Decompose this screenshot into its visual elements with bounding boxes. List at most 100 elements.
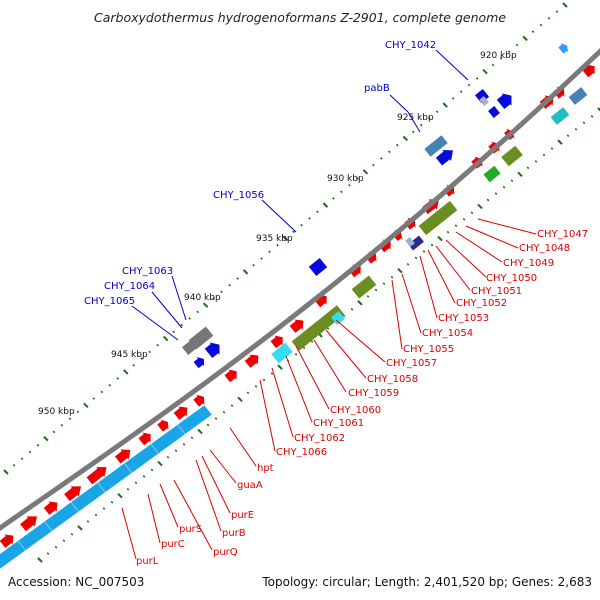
gene-label-chy1052[interactable]: CHY_1052 — [456, 298, 507, 309]
inner-tick — [356, 177, 359, 180]
reverse-gene-arrow[interactable] — [204, 342, 220, 359]
gene-label-purq[interactable]: purC — [161, 539, 185, 550]
inner-tick — [68, 417, 72, 420]
forward-gene-arrow[interactable] — [86, 467, 107, 485]
rrna-operon-band[interactable] — [0, 405, 212, 569]
inner-tick — [435, 110, 439, 114]
inner-tick — [60, 423, 64, 427]
gene-label-chy1053[interactable]: CHY_1053 — [438, 313, 489, 324]
gene-block-cyan[interactable] — [271, 342, 293, 364]
gene-label-chy1057[interactable]: CHY_1057 — [386, 358, 437, 369]
forward-gene-arrow[interactable] — [244, 354, 259, 368]
gene-block-olive[interactable] — [291, 305, 345, 351]
forward-gene-arrow[interactable] — [289, 319, 304, 333]
inner-tick — [292, 230, 295, 234]
gene-label-chy1054[interactable]: CHY_1054 — [422, 328, 473, 339]
genome-backbone — [0, 47, 600, 532]
gene-label-chy1060[interactable]: CHY_1060 — [330, 405, 381, 416]
reverse-gene-steelblue[interactable] — [424, 135, 448, 157]
gene-block-gray[interactable] — [405, 237, 415, 247]
map-title: Carboxydothermus hydrogenoformans Z-2901… — [94, 10, 506, 25]
inner-tick — [475, 77, 479, 80]
reverse-gene-arrow[interactable] — [558, 43, 569, 54]
outer-tick — [70, 532, 74, 536]
outer-tick — [382, 282, 386, 285]
gene-label-chy1050[interactable]: CHY_1050 — [486, 273, 537, 284]
gene-label-chy1055[interactable]: CHY_1055 — [403, 344, 454, 355]
outer-tick — [574, 127, 578, 131]
outer-tick — [357, 300, 363, 306]
gene-label-guaa[interactable]: guaA — [237, 480, 263, 491]
gene-label-chy1064[interactable]: CHY_1064 — [104, 281, 155, 292]
forward-gene-arrow[interactable] — [173, 406, 188, 420]
forward-gene-arrow[interactable] — [193, 394, 205, 407]
gene-label-chy1065[interactable]: CHY_1065 — [84, 296, 135, 307]
forward-gene-arrow[interactable] — [20, 516, 38, 532]
reverse-gene-arrow[interactable] — [435, 149, 454, 166]
outer-tick — [397, 268, 403, 274]
forward-gene-arrow[interactable] — [582, 64, 595, 78]
gene-label-chy1048[interactable]: CHY_1048 — [519, 243, 570, 254]
gene-label-chy1051[interactable]: CHY_1051 — [471, 286, 522, 297]
reverse-gene-gray[interactable] — [181, 340, 197, 356]
gene-label-chy1058[interactable]: CHY_1058 — [367, 374, 418, 385]
gene-block-olive[interactable] — [501, 145, 523, 167]
forward-gene-arrow[interactable] — [43, 501, 58, 515]
inner-tick — [539, 23, 543, 27]
inner-tick — [427, 117, 431, 120]
gene-block-olive[interactable] — [418, 200, 458, 236]
forward-gene-arrow[interactable] — [157, 419, 169, 432]
forward-gene-arrow[interactable] — [138, 432, 151, 446]
inner-tick — [43, 435, 49, 442]
gene-block-cyan[interactable] — [330, 310, 346, 326]
band-divider — [150, 443, 159, 454]
gene-label-chy1063[interactable]: CHY_1063 — [122, 266, 173, 277]
gene-label-purc[interactable]: purQ — [213, 547, 238, 558]
forward-gene-labels: CHY_1047 CHY_1048 CHY_1049 CHY_1050 CHY_… — [136, 229, 588, 567]
gene-block-dark[interactable] — [408, 235, 424, 251]
gene-label-chy1059[interactable]: CHY_1059 — [348, 388, 399, 399]
gene-label-chy1066[interactable]: CHY_1066 — [276, 447, 327, 458]
gene-label-pure[interactable]: purE — [231, 510, 254, 521]
gene-label-purs[interactable]: purS — [179, 524, 202, 535]
gene-block-olive[interactable] — [351, 275, 377, 299]
outer-tick — [150, 468, 154, 472]
gene-block-green[interactable] — [483, 165, 501, 183]
gene-block-steelblue[interactable] — [568, 87, 588, 105]
outer-tick — [550, 147, 554, 150]
gene-label-chy1056[interactable]: CHY_1056 — [213, 190, 264, 201]
reverse-gene[interactable] — [488, 105, 500, 119]
forward-gene-arrow[interactable] — [114, 449, 131, 464]
outer-tick — [190, 436, 194, 440]
forward-gene-arrow[interactable] — [270, 335, 283, 349]
forward-gene-arrow[interactable] — [224, 369, 237, 383]
gene-label-hpt[interactable]: hpt — [257, 463, 274, 474]
kbp-label-940: 940 kbp — [184, 293, 221, 303]
gene-label-chy1062[interactable]: CHY_1062 — [294, 433, 345, 444]
forward-gene-arrow[interactable] — [0, 534, 14, 548]
reverse-gene-gray[interactable] — [188, 326, 214, 350]
gene-block-teal[interactable] — [550, 107, 570, 125]
kbp-labels: 920 kbp 925 kbp 930 kbp 935 kbp 940 kbp … — [38, 51, 517, 417]
reverse-gene[interactable] — [308, 257, 328, 277]
leader-line — [465, 225, 519, 249]
reverse-gene-arrow[interactable] — [496, 93, 512, 110]
inner-tick — [522, 35, 528, 42]
forward-gene-arrow[interactable] — [314, 294, 327, 308]
inner-tick — [180, 323, 184, 327]
gene-label-chy1061[interactable]: CHY_1061 — [313, 418, 364, 429]
gene-label-chy1049[interactable]: CHY_1049 — [503, 258, 554, 269]
gene-label-pabb[interactable]: pabB — [364, 83, 390, 94]
gene-label-chy1047[interactable]: CHY_1047 — [537, 229, 588, 240]
outer-tick — [477, 203, 483, 210]
outer-tick — [102, 507, 106, 510]
gene-label-purb[interactable]: purB — [222, 528, 246, 539]
outer-tick — [470, 211, 474, 215]
outer-tick — [414, 256, 418, 260]
gene-label-chy1042[interactable]: CHY_1042 — [385, 40, 436, 51]
reverse-gene-arrow[interactable] — [193, 357, 205, 369]
forward-gene-arrow[interactable] — [64, 486, 82, 502]
gene-label-purl[interactable]: purL — [136, 556, 159, 567]
outer-tick — [174, 449, 178, 453]
reverse-gene[interactable] — [479, 96, 489, 106]
